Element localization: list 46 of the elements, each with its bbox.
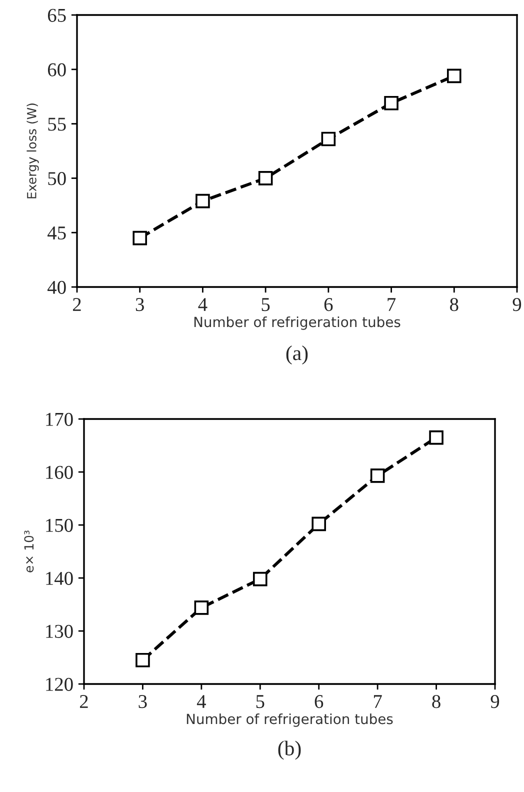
x-axis-title: Number of refrigeration tubes [186, 713, 393, 727]
y-tick-label: 45 [48, 226, 66, 240]
y-tick-label: 130 [46, 624, 73, 638]
point [258, 171, 273, 186]
text: (b) [278, 740, 301, 760]
x-tick-label: 8 [450, 298, 458, 312]
x-tick-label: 7 [374, 695, 382, 708]
x-tick-label: 3 [138, 695, 147, 708]
point [196, 194, 210, 208]
y-tick-label: 150 [46, 518, 73, 532]
y-tick-label: 170 [46, 412, 73, 426]
y-tick-label: 60 [48, 63, 66, 76]
y-tick-label: 55 [48, 118, 66, 131]
point [194, 600, 209, 615]
y-axis-title: Exergy loss (W) [26, 104, 39, 198]
point [446, 68, 462, 84]
y-tick-label: 120 [46, 678, 73, 691]
x-tick-label: 6 [324, 298, 333, 312]
point [312, 516, 326, 532]
text: (a) [286, 346, 308, 364]
point [321, 132, 336, 146]
y-tick-label: 40 [48, 280, 66, 294]
x-tick-label: 2 [80, 695, 88, 708]
y-axis-title: e× 10³ [24, 530, 34, 572]
y-tick-label: 50 [48, 172, 66, 186]
point [252, 572, 268, 586]
y-tick-label: 140 [46, 572, 73, 585]
point [136, 652, 150, 668]
x-tick-label: 2 [72, 298, 81, 311]
x-tick-label: 8 [432, 694, 440, 708]
y-tick-label: 160 [46, 466, 73, 479]
point [132, 230, 148, 246]
x-tick-label: 9 [512, 298, 522, 312]
x-tick-label: 3 [136, 298, 144, 312]
x-tick-label: 4 [198, 298, 208, 311]
x-axis-title: Number of refrigeration tubes [194, 316, 400, 330]
point [370, 468, 385, 483]
x-tick-label: 5 [256, 695, 264, 708]
x-tick-label: 5 [262, 298, 270, 312]
y-tick-label: 65 [48, 8, 66, 22]
x-tick-label: 4 [196, 695, 206, 708]
point [429, 430, 444, 445]
point [384, 96, 398, 110]
x-tick-label: 6 [314, 695, 324, 708]
x-tick-label: 7 [388, 298, 396, 311]
x-tick-label: 9 [490, 695, 500, 708]
